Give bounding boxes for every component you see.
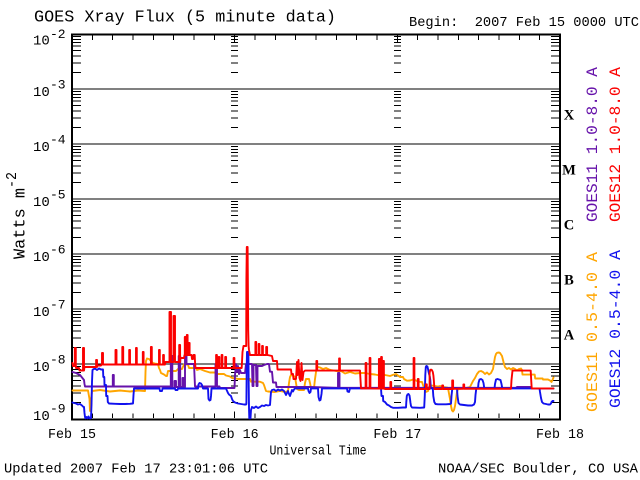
svg-text:-6: -6 (50, 243, 66, 258)
svg-text:Feb 16: Feb 16 (211, 427, 259, 443)
svg-text:-8: -8 (50, 353, 66, 368)
svg-text:GOES12 0.5-4.0 A: GOES12 0.5-4.0 A (607, 250, 625, 408)
svg-text:B: B (564, 273, 574, 289)
svg-text:-2: -2 (50, 27, 66, 42)
svg-text:10: 10 (33, 140, 50, 156)
svg-text:Updated 2007 Feb 17 23:01:06 U: Updated 2007 Feb 17 23:01:06 UTC (4, 462, 268, 478)
svg-text:A: A (564, 328, 575, 344)
svg-text:X: X (564, 108, 575, 124)
svg-text:GOES12 1.0-8.0 A: GOES12 1.0-8.0 A (607, 67, 625, 222)
svg-text:10: 10 (33, 409, 50, 425)
svg-text:NOAA/SEC Boulder, CO USA: NOAA/SEC Boulder, CO USA (438, 462, 639, 478)
svg-text:-3: -3 (50, 78, 66, 93)
svg-text:Watts m: Watts m (12, 188, 31, 259)
svg-text:Feb 17: Feb 17 (373, 427, 421, 443)
svg-text:Universal Time: Universal Time (270, 444, 367, 460)
svg-text:10: 10 (33, 360, 50, 376)
svg-text:GOES11 0.5-4.0 A: GOES11 0.5-4.0 A (584, 252, 602, 412)
svg-text:10: 10 (33, 250, 50, 266)
svg-text:-5: -5 (50, 188, 66, 203)
svg-text:10: 10 (33, 305, 50, 321)
svg-text:Feb 15: Feb 15 (48, 427, 96, 443)
svg-text:-7: -7 (50, 298, 66, 313)
svg-text:10: 10 (33, 33, 50, 49)
svg-text:-4: -4 (50, 133, 66, 148)
svg-text:-2: -2 (5, 172, 21, 188)
svg-text:GOES11 1.0-8.0 A: GOES11 1.0-8.0 A (584, 67, 602, 222)
svg-text:-9: -9 (50, 402, 66, 417)
svg-text:M: M (562, 163, 576, 179)
svg-text:Begin: 2007 Feb 15 0000 UTC: Begin: 2007 Feb 15 0000 UTC (409, 15, 639, 31)
svg-text:GOES Xray Flux (5 minute data): GOES Xray Flux (5 minute data) (34, 9, 336, 28)
svg-text:10: 10 (33, 195, 50, 211)
svg-text:C: C (564, 218, 574, 234)
svg-text:10: 10 (33, 85, 50, 101)
svg-text:Feb 18: Feb 18 (536, 427, 584, 443)
